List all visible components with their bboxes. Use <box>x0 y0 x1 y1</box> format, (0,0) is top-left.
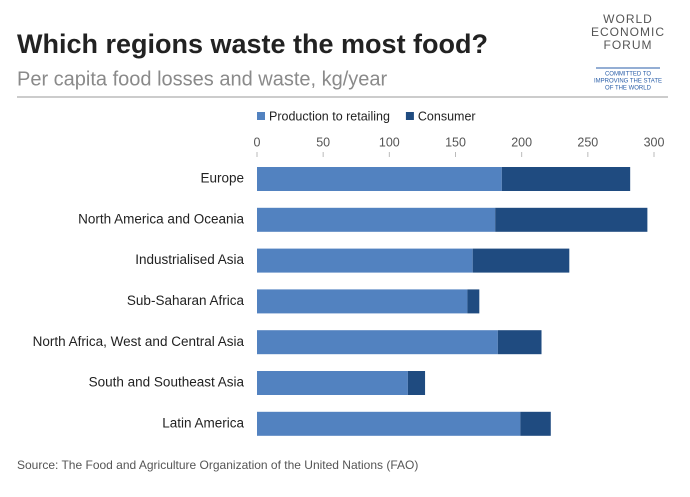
logo-text: ECONOMIC <box>591 25 665 39</box>
x-tick-label: 150 <box>445 135 466 149</box>
x-tick-label: 300 <box>644 135 665 149</box>
y-tick-label: South and Southeast Asia <box>89 375 245 390</box>
y-tick-label: North Africa, West and Central Asia <box>33 334 245 349</box>
bar-segment <box>257 330 498 355</box>
y-tick-label: Sub-Saharan Africa <box>127 293 245 308</box>
bar-segment <box>257 207 496 232</box>
source: Source: The Food and Agriculture Organiz… <box>17 458 418 472</box>
logo-text: WORLD <box>603 12 653 26</box>
bar-segment <box>501 167 631 191</box>
bar-segment <box>257 167 502 191</box>
bar-segment <box>520 411 551 436</box>
y-tick-label: Europe <box>200 171 244 186</box>
bar-segment <box>257 371 408 395</box>
bar-segment <box>495 207 648 232</box>
logo-tagline: COMMITTED TO <box>605 72 651 78</box>
bar-segment <box>257 411 521 436</box>
bar-segment <box>472 248 570 273</box>
legend-label: Consumer <box>418 109 476 123</box>
logo-tagline: IMPROVING THE STATE <box>594 79 662 85</box>
logo-text: FORUM <box>604 38 653 52</box>
logo: WORLD ECONOMIC FORUM COMMITTED TO IMPROV… <box>591 12 665 92</box>
chart-subtitle: Per capita food losses and waste, kg/yea… <box>17 68 388 90</box>
legend-swatch <box>257 112 265 120</box>
bar-segment <box>407 371 426 395</box>
y-tick-label: North America and Oceania <box>78 211 244 226</box>
x-tick-label: 100 <box>379 135 400 149</box>
x-tick-label: 50 <box>316 135 330 149</box>
x-tick-label: 200 <box>511 135 532 149</box>
bar-segment <box>257 248 473 273</box>
chart-title: Which regions waste the most food? <box>17 29 488 59</box>
y-tick-label: Latin America <box>162 415 244 430</box>
bar-segment <box>467 289 480 314</box>
logo-tagline: OF THE WORLD <box>605 86 652 92</box>
bar-segment <box>497 330 542 355</box>
legend-label: Production to retailing <box>269 109 390 123</box>
bar-segment <box>257 289 468 314</box>
y-tick-label: Industrialised Asia <box>135 252 244 267</box>
x-tick-label: 250 <box>577 135 598 149</box>
legend-swatch <box>405 112 414 120</box>
x-tick-label: 0 <box>254 135 261 149</box>
